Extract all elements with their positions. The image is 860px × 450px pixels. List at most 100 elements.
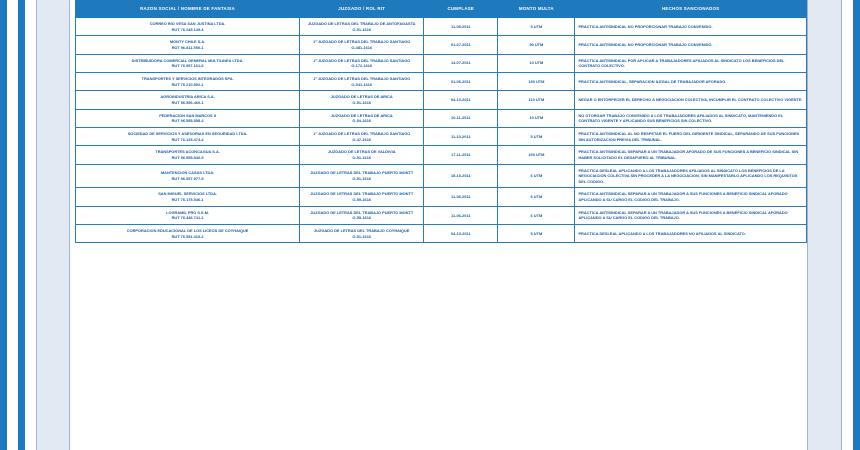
empresa-nombre: TRANSPORTES ACONCAGUA S.A.	[155, 149, 220, 155]
juzgado-rol: O-541-1616	[351, 81, 373, 87]
cell-cumplase: 17-11-2011	[423, 145, 499, 165]
juzgado-nombre: JUZGADO DE LETRAS DEL TRABAJO PUERTO MON…	[310, 209, 414, 215]
cell-cumplase: 01-06-2011	[423, 71, 499, 92]
cell-hechos-sancionados: PRACTICA ANTISINDICAL SEPARAR A UN TRABA…	[574, 187, 807, 207]
col-header-monto-multa: MONTO MULTA	[497, 0, 576, 18]
empresa-nombre: SAN MIGUEL SERVICIOS LTDA.	[158, 191, 217, 197]
cell-monto-multa: 50 UTM	[497, 35, 576, 55]
cell-razon-social: CORREO RIO VESA SAN JUSTINA LTDA. RUT 76.…	[75, 16, 301, 37]
cell-razon-social: LOGRAMIL PRO S.S.M. RUT 76.446.741-1	[75, 205, 301, 226]
juzgado-rol: O-51-1616	[352, 154, 372, 160]
table-body: CORREO RIO VESA SAN JUSTINA LTDA. RUT 76.…	[75, 16, 807, 244]
juzgado-nombre: JUZGADO DE LETRAS DE VALDIVIA	[327, 149, 396, 155]
empresa-rut: RUT 76.245.149-4	[171, 26, 204, 32]
juzgado-nombre: JUZGADO DE LETRAS DEL TRABAJO COYHAIQUE	[313, 228, 410, 234]
table-row: MONTY CHILE S.A. RUT 96.811.550-1 1º JUZGA…	[75, 35, 807, 55]
cell-monto-multa: 10 UTM	[497, 108, 576, 128]
cell-cumplase: 04-10-2011	[423, 90, 499, 110]
cell-hechos-sancionados: PRACTICA ANTISINDICAL AL NO RESPETAR EL …	[574, 126, 807, 147]
empresa-nombre: FEDERACION SAN MARCOS II	[159, 112, 216, 118]
empresa-rut: RUT 96.557.977-5	[171, 175, 204, 181]
table-row: AGROINDUSTRIA ARICA S.A. RUT 96.556.460-1…	[75, 90, 807, 110]
empresa-nombre: SOCIEDAD DE SERVICIOS Y ASESORIAS EN SEG…	[127, 130, 248, 136]
juzgado-rol: O-55-1616	[352, 197, 372, 203]
cell-razon-social: MANTENCION CASAS LTDA. RUT 96.557.977-5	[75, 163, 301, 189]
empresa-rut: RUT 76.957.161-6	[171, 63, 204, 69]
left-edge-bar	[0, 0, 7, 450]
cell-juzgado: JUZGADO DE LETRAS DE VALDIVIA O-51-1616	[299, 145, 425, 165]
cell-razon-social: TRANSPORTES ACONCAGUA S.A. RUT 96.555.540…	[75, 145, 301, 165]
cell-cumplase: 11-06-2011	[423, 205, 499, 226]
cell-hechos-sancionados: PRACTICA ANTISINDICAL POR APLICAR A TRAB…	[574, 53, 807, 73]
table-row: LOGRAMIL PRO S.S.M. RUT 76.446.741-1 JUZGA…	[75, 205, 807, 226]
cell-juzgado: 1º JUZGADO DE LETRAS DEL TRABAJO SANTIAG…	[299, 71, 425, 92]
juzgado-nombre: 1º JUZGADO DE LETRAS DEL TRABAJO SANTIAG…	[313, 130, 411, 136]
empresa-rut: RUT 96.555.558-4	[171, 118, 204, 124]
table-row: TRANSPORTES Y SERVICIOS INTEGRADOS SPA. R…	[75, 71, 807, 92]
header-row: RAZON SOCIAL / NOMBRE DE FANTASIA JUZGAD…	[75, 0, 807, 18]
cell-cumplase: 15-10-2011	[423, 163, 499, 189]
cell-razon-social: SOCIEDAD DE SERVICIOS Y ASESORIAS EN SEG…	[75, 126, 301, 147]
table-row: SAN MIGUEL SERVICIOS LTDA. RUT 76.175.546…	[75, 187, 807, 207]
juzgado-nombre: JUZGADO DE LETRAS DEL TRABAJO PUERTO MON…	[310, 170, 414, 176]
table-row: MANTENCION CASAS LTDA. RUT 96.557.977-5 JU…	[75, 163, 807, 189]
cell-monto-multa: 110 UTM	[497, 90, 576, 110]
cell-hechos-sancionados: PRACTICA ANTISINDICAL SEPARAR A UN TRABA…	[574, 145, 807, 165]
empresa-nombre: LOGRAMIL PRO S.S.M.	[166, 209, 210, 215]
cell-hechos-sancionados: PRACTICA ANTISINDICAL NO PROPORCIONAR TR…	[574, 16, 807, 37]
empresa-nombre: TRANSPORTES Y SERVICIOS INTEGRADOS SPA.	[141, 75, 234, 81]
cell-hechos-sancionados: PRACTICA ANTISINDICAL SEPARAR A UN TRABA…	[574, 205, 807, 226]
juzgado-rol: O-481-1616	[351, 44, 373, 50]
cell-hechos-sancionados: PRACTICA ANTISINDICAL NO PROPORCIONAR TR…	[574, 35, 807, 55]
cell-hechos-sancionados: PRACTICA ANTISINDICAL, SEPARACION ILEGAL…	[574, 71, 807, 92]
left-spacer	[70, 0, 75, 450]
empresa-rut: RUT 76.446.741-1	[171, 215, 204, 221]
juzgado-rol: O-54-1616	[352, 118, 372, 124]
right-margin-panel	[807, 0, 842, 450]
cell-hechos-sancionados: PRACTICA DESLEAL APLICANDO A LOS TRABAJA…	[574, 224, 807, 244]
juzgado-rol: O-51-1616	[352, 233, 372, 239]
left-margin-panel	[36, 0, 70, 450]
cell-monto-multa: 150 UTM	[497, 145, 576, 165]
empresa-rut: RUT 76.125.474-4	[171, 136, 204, 142]
left-inner-gap	[25, 0, 36, 450]
cell-razon-social: SAN MIGUEL SERVICIOS LTDA. RUT 76.175.546…	[75, 187, 301, 207]
col-header-razon-social: RAZON SOCIAL / NOMBRE DE FANTASIA	[75, 0, 301, 18]
juzgado-nombre: 1º JUZGADO DE LETRAS DEL TRABAJO SANTIAG…	[313, 39, 411, 45]
empresa-rut: RUT 76.551.410-2	[171, 233, 204, 239]
table-row: DISTRIBUIDORA COMERCIAL GENERAL MULTILIN…	[75, 53, 807, 73]
empresa-nombre: MANTENCION CASAS LTDA.	[160, 170, 215, 176]
cell-monto-multa: 150 UTM	[497, 71, 576, 92]
sanctions-table: RAZON SOCIAL / NOMBRE DE FANTASIA JUZGAD…	[75, 0, 807, 244]
juzgado-nombre: JUZGADO DE LETRAS DEL TRABAJO DE ANTOFAG…	[307, 21, 416, 26]
cell-razon-social: MONTY CHILE S.A. RUT 96.811.550-1	[75, 35, 301, 55]
empresa-rut: RUT 76.210.592-1	[171, 81, 204, 87]
table-row: CORREO RIO VESA SAN JUSTINA LTDA. RUT 76.…	[75, 16, 807, 37]
empresa-rut: RUT 96.556.460-1	[171, 99, 204, 105]
cell-razon-social: TRANSPORTES Y SERVICIOS INTEGRADOS SPA. R…	[75, 71, 301, 92]
cell-cumplase: 11-06-2011	[423, 187, 499, 207]
col-header-juzgado-rol: JUZGADO / ROL RIT	[299, 0, 425, 18]
juzgado-nombre: JUZGADO DE LETRAS DE ARICA	[330, 94, 393, 100]
cell-monto-multa: 6 UTM	[497, 205, 576, 226]
juzgado-rol: O-172-1616	[351, 63, 373, 69]
left-edge-gap	[7, 0, 18, 450]
juzgado-nombre: JUZGADO DE LETRAS DE ARICA	[330, 112, 393, 118]
juzgado-rol: O-51-1616	[352, 99, 372, 105]
cell-hechos-sancionados: NO OTORGAR TRABAJO CONVENIDO A LOS TRABA…	[574, 108, 807, 128]
juzgado-nombre: 1º JUZGADO DE LETRAS DEL TRABAJO SANTIAG…	[313, 57, 411, 63]
cell-cumplase: 10-11-2011	[423, 108, 499, 128]
cell-razon-social: FEDERACION SAN MARCOS II RUT 96.555.558-4	[75, 108, 301, 128]
cell-juzgado: 1º JUZGADO DE LETRAS DEL TRABAJO SANTIAG…	[299, 35, 425, 55]
juzgado-rol: O-55-1616	[352, 215, 372, 221]
empresa-rut: RUT 96.555.540-5	[171, 154, 204, 160]
right-edge-gap	[842, 0, 853, 450]
cell-cumplase: 14-07-2011	[423, 53, 499, 73]
cell-juzgado: JUZGADO DE LETRAS DEL TRABAJO PUERTO MON…	[299, 205, 425, 226]
sanctions-table-container: RAZON SOCIAL / NOMBRE DE FANTASIA JUZGAD…	[75, 0, 807, 450]
empresa-nombre: DISTRIBUIDORA COMERCIAL GENERAL MULTILIN…	[131, 57, 244, 63]
cell-monto-multa: 5 UTM	[497, 224, 576, 244]
empresa-rut: RUT 76.175.546-1	[171, 197, 204, 203]
table-row: CORPORACION EDUCACIONAL DE LOS LICEOS DE…	[75, 224, 807, 244]
table-row: SOCIEDAD DE SERVICIOS Y ASESORIAS EN SEG…	[75, 126, 807, 147]
